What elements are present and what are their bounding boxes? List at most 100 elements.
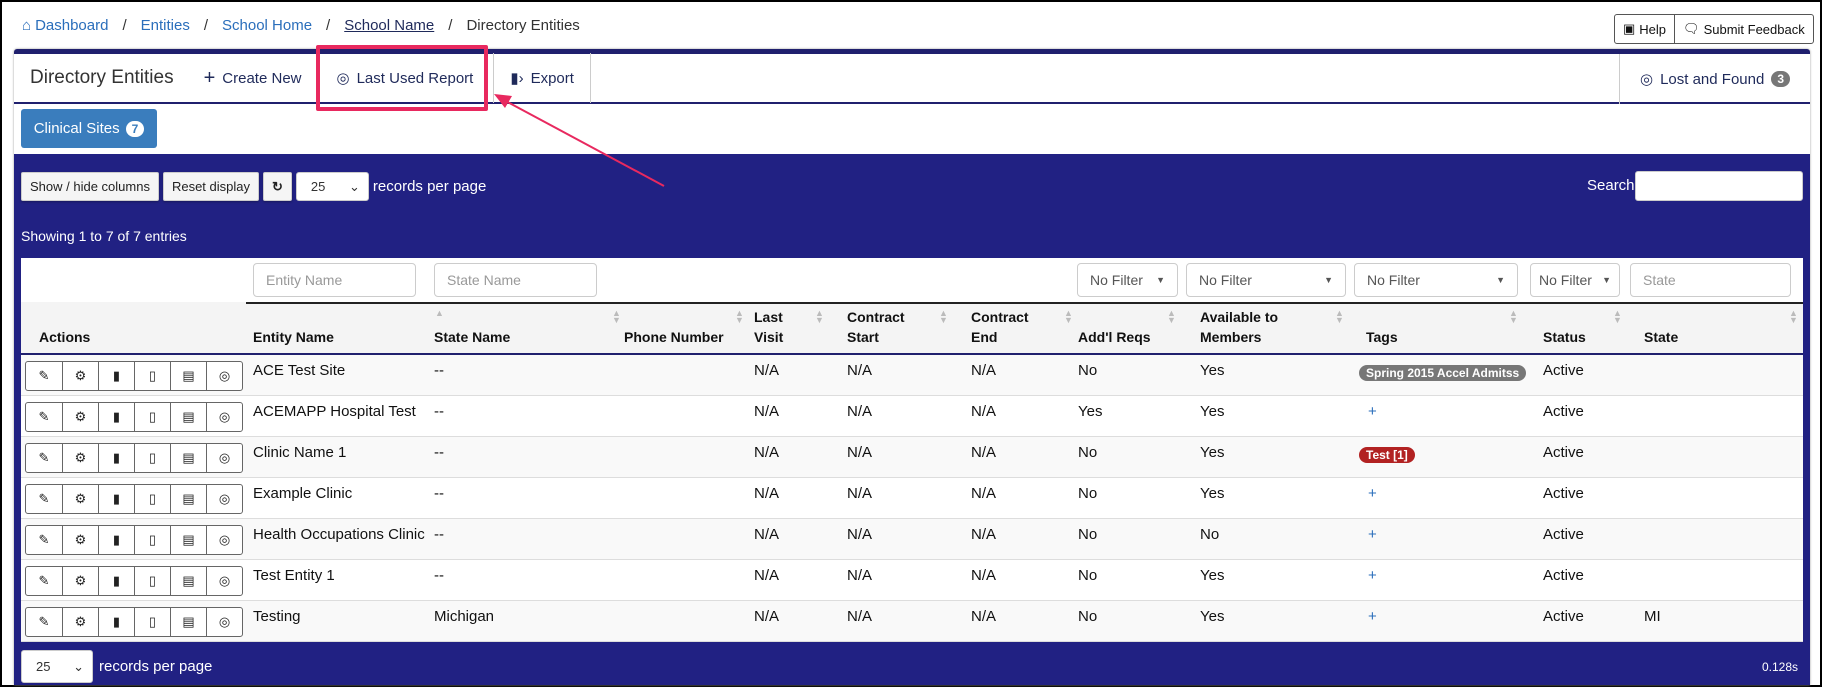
gear-icon[interactable]: ⚙	[62, 567, 98, 595]
file-icon[interactable]: ▯	[134, 403, 170, 431]
file-icon[interactable]: ▯	[134, 362, 170, 390]
file-icon[interactable]: ▯	[134, 567, 170, 595]
column-header-phone-number[interactable]: Phone Number	[624, 329, 724, 345]
query-timing: 0.128s	[1762, 660, 1799, 674]
gear-icon[interactable]: ⚙	[62, 485, 98, 513]
column-header-addl-reqs[interactable]: Add'l Reqs	[1078, 329, 1151, 345]
add-tag-button[interactable]: +	[1368, 485, 1377, 502]
column-header-tags[interactable]: Tags	[1366, 329, 1398, 345]
filter-tags[interactable]: No Filter ▼	[1354, 263, 1518, 297]
gear-icon[interactable]: ⚙	[62, 444, 98, 472]
filter-state[interactable]: State	[1630, 263, 1791, 297]
add-tag-button[interactable]: +	[1368, 526, 1377, 543]
column-header-last-visit[interactable]: Last Visit	[754, 309, 784, 345]
tag-badge[interactable]: Test [1]	[1359, 447, 1415, 463]
file-icon[interactable]: ▯	[134, 444, 170, 472]
eye-icon[interactable]: ◎	[206, 362, 242, 390]
cell-state-name: --	[434, 362, 444, 379]
create-new-button[interactable]: + Create New	[190, 53, 316, 103]
eye-icon[interactable]: ◎	[206, 567, 242, 595]
breadcrumb-school-name[interactable]: School Name	[344, 16, 435, 34]
edit-icon[interactable]: ✎	[38, 409, 50, 424]
tag-badge[interactable]: Spring 2015 Accel Admitss	[1359, 365, 1527, 381]
file-add-icon[interactable]: ▮	[98, 526, 134, 554]
page-size-select[interactable]: 25 ⌄	[295, 172, 369, 201]
book-icon[interactable]: ▤	[170, 485, 206, 513]
book-icon[interactable]: ▤	[170, 526, 206, 554]
plus-icon: +	[203, 66, 216, 89]
breadcrumb-dashboard[interactable]: Dashboard	[35, 16, 109, 34]
column-header-status[interactable]: Status	[1543, 329, 1586, 345]
sort-icon[interactable]: ▲ ▼	[1335, 308, 1344, 325]
sort-icon[interactable]: ▲ ▼	[1064, 308, 1073, 325]
refresh-button[interactable]: ↻	[263, 172, 292, 201]
page-size-select-bottom[interactable]: 25 ⌄	[21, 650, 93, 683]
show-hide-columns-button[interactable]: Show / hide columns	[21, 172, 159, 201]
lost-and-found-button[interactable]: ◎ Lost and Found 3	[1618, 54, 1810, 104]
file-add-icon[interactable]: ▮	[98, 362, 134, 390]
sort-icon[interactable]: ▲ ▼	[1509, 308, 1518, 325]
eye-icon[interactable]: ◎	[206, 526, 242, 554]
filter-addl-reqs[interactable]: No Filter ▼	[1077, 263, 1178, 297]
tab-clinical-sites[interactable]: Clinical Sites 7	[21, 109, 157, 148]
column-header-entity-name[interactable]: Entity Name	[253, 329, 334, 345]
file-add-icon[interactable]: ▮	[98, 444, 134, 472]
column-header-contract-end[interactable]: Contract End	[971, 309, 1029, 345]
file-icon[interactable]: ▯	[134, 526, 170, 554]
help-button[interactable]: ▣ Help	[1615, 15, 1674, 43]
book-icon[interactable]: ▤	[170, 567, 206, 595]
last-used-report-button[interactable]: ◎ Last Used Report	[315, 53, 494, 103]
book-icon[interactable]: ▤	[170, 444, 206, 472]
column-header-contract-start[interactable]: Contract Start	[847, 309, 905, 345]
eye-icon[interactable]: ◎	[206, 403, 242, 431]
gear-icon[interactable]: ⚙	[62, 403, 98, 431]
edit-icon[interactable]: ✎	[38, 450, 50, 465]
add-tag-button[interactable]: +	[1368, 403, 1377, 420]
eye-icon[interactable]: ◎	[206, 485, 242, 513]
book-icon[interactable]: ▤	[170, 362, 206, 390]
gear-icon[interactable]: ⚙	[62, 608, 98, 636]
eye-icon[interactable]: ◎	[206, 608, 242, 636]
sort-icon[interactable]: ▲ ▼	[735, 308, 744, 325]
filter-available[interactable]: No Filter ▼	[1186, 263, 1346, 297]
search-input[interactable]	[1635, 171, 1803, 201]
file-add-icon[interactable]: ▮	[98, 567, 134, 595]
sort-icon[interactable]: ▲ ▼	[612, 308, 621, 325]
edit-icon[interactable]: ✎	[38, 573, 50, 588]
sort-icon[interactable]: ▲	[435, 308, 444, 318]
add-tag-button[interactable]: +	[1368, 567, 1377, 584]
filter-state-name[interactable]: State Name	[434, 263, 597, 297]
cell-addl-reqs: No	[1078, 526, 1098, 543]
edit-icon[interactable]: ✎	[38, 491, 50, 506]
file-add-icon[interactable]: ▮	[98, 608, 134, 636]
export-button[interactable]: ▮› Export	[493, 53, 591, 103]
cell-contract-start: N/A	[847, 485, 873, 502]
filter-entity-name[interactable]: Entity Name	[253, 263, 416, 297]
add-tag-button[interactable]: +	[1368, 608, 1377, 625]
edit-icon[interactable]: ✎	[38, 532, 50, 547]
edit-icon[interactable]: ✎	[38, 614, 50, 629]
column-header-state[interactable]: State	[1644, 329, 1679, 345]
sort-icon[interactable]: ▲ ▼	[815, 308, 824, 325]
file-icon[interactable]: ▯	[134, 608, 170, 636]
gear-icon[interactable]: ⚙	[62, 526, 98, 554]
breadcrumb-school-home[interactable]: School Home	[222, 16, 313, 34]
edit-icon[interactable]: ✎	[38, 368, 50, 383]
reset-display-button[interactable]: Reset display	[162, 172, 259, 201]
filter-status[interactable]: No Filter ▼	[1530, 263, 1620, 297]
submit-feedback-button[interactable]: 🗨 Submit Feedback	[1674, 15, 1813, 43]
book-icon[interactable]: ▤	[170, 403, 206, 431]
gear-icon[interactable]: ⚙	[62, 362, 98, 390]
column-header-state-name[interactable]: State Name	[434, 329, 511, 345]
sort-icon[interactable]: ▲ ▼	[939, 308, 948, 325]
file-add-icon[interactable]: ▮	[98, 485, 134, 513]
file-add-icon[interactable]: ▮	[98, 403, 134, 431]
book-icon[interactable]: ▤	[170, 608, 206, 636]
sort-icon[interactable]: ▲ ▼	[1789, 308, 1798, 325]
column-header-available[interactable]: Available to Members	[1200, 309, 1279, 345]
eye-icon[interactable]: ◎	[206, 444, 242, 472]
sort-icon[interactable]: ▲ ▼	[1613, 308, 1622, 325]
sort-icon[interactable]: ▲ ▼	[1167, 308, 1176, 325]
file-icon[interactable]: ▯	[134, 485, 170, 513]
breadcrumb-entities[interactable]: Entities	[140, 16, 190, 34]
